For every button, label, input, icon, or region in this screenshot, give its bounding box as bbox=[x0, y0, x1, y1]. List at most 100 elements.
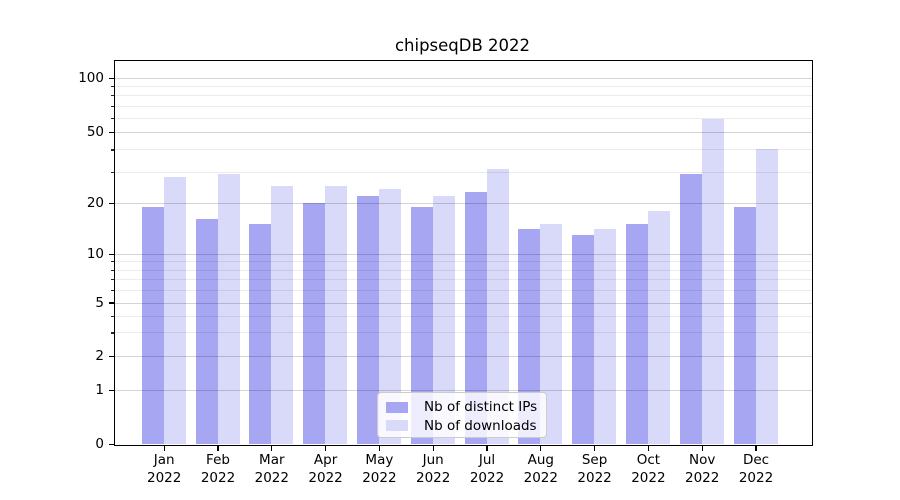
x-tick-label-jun: Jun 2022 bbox=[416, 452, 451, 486]
x-tick-mark-feb bbox=[217, 446, 219, 451]
legend: Nb of distinct IPs Nb of downloads bbox=[377, 392, 547, 438]
gridline-major-1 bbox=[115, 390, 812, 392]
gridline-minor-90 bbox=[115, 86, 812, 88]
x-tick-mark-dec bbox=[755, 446, 757, 451]
y-tick-mark-2 bbox=[109, 356, 114, 358]
y-tick-label-1: 1 bbox=[95, 382, 104, 399]
x-tick-mark-oct bbox=[647, 446, 650, 451]
y-tick-label-10: 10 bbox=[86, 246, 104, 262]
gridline-minor-40 bbox=[115, 149, 812, 151]
y-tick-mark-minor-80 bbox=[111, 95, 114, 97]
bar-downloads-apr bbox=[325, 185, 348, 444]
bar-distinct-ips-aug bbox=[518, 229, 541, 444]
gridline-major-2 bbox=[115, 356, 812, 358]
y-tick-mark-1 bbox=[109, 390, 114, 392]
bar-downloads-dec bbox=[755, 149, 778, 444]
y-tick-mark-5 bbox=[109, 302, 114, 304]
y-tick-mark-minor-6 bbox=[111, 289, 114, 291]
x-tick-label-nov: Nov 2022 bbox=[685, 452, 720, 486]
gridline-minor-60 bbox=[115, 117, 812, 119]
y-tick-mark-50 bbox=[109, 132, 114, 134]
y-tick-mark-20 bbox=[109, 202, 114, 205]
gridline-minor-30 bbox=[115, 171, 812, 173]
bar-distinct-ips-mar bbox=[249, 224, 272, 444]
chart-title: chipseqDB 2022 bbox=[394, 36, 531, 55]
gridline-minor-3 bbox=[115, 332, 812, 334]
bar-distinct-ips-oct bbox=[625, 224, 648, 444]
y-tick-label-50: 50 bbox=[86, 124, 104, 141]
legend-row-distinct-ips: Nb of distinct IPs bbox=[386, 398, 546, 417]
x-tick-label-sep: Sep 2022 bbox=[577, 452, 612, 486]
x-tick-label-apr: Apr 2022 bbox=[308, 452, 343, 486]
x-tick-label-aug: Aug 2022 bbox=[523, 452, 558, 486]
x-tick-mark-jun bbox=[432, 446, 434, 451]
y-tick-mark-minor-3 bbox=[111, 332, 114, 334]
gridline-minor-9 bbox=[115, 261, 812, 263]
gridline-major-10 bbox=[115, 254, 812, 256]
gridline-major-50 bbox=[115, 132, 812, 134]
x-tick-mark-apr bbox=[324, 446, 327, 451]
bar-downloads-feb bbox=[217, 174, 240, 444]
y-tick-label-2: 2 bbox=[95, 348, 104, 365]
y-tick-label-20: 20 bbox=[86, 195, 104, 211]
x-tick-mark-jan bbox=[163, 446, 165, 451]
y-tick-label-0: 0 bbox=[95, 436, 104, 452]
bar-distinct-ips-jan bbox=[141, 206, 164, 444]
bar-distinct-ips-jul bbox=[464, 192, 487, 444]
bar-downloads-mar bbox=[271, 185, 294, 444]
gridline-minor-6 bbox=[115, 289, 812, 291]
x-tick-label-may: May 2022 bbox=[362, 452, 397, 486]
bar-downloads-oct bbox=[647, 210, 670, 444]
y-tick-mark-minor-7 bbox=[111, 278, 114, 281]
gridline-minor-4 bbox=[115, 315, 812, 317]
y-tick-mark-minor-70 bbox=[111, 105, 114, 107]
legend-swatch-distinct-ips bbox=[386, 401, 408, 413]
gridline-minor-80 bbox=[115, 95, 812, 97]
bar-distinct-ips-apr bbox=[303, 203, 326, 444]
gridline-major-100 bbox=[115, 77, 812, 80]
x-tick-label-feb: Feb 2022 bbox=[200, 452, 236, 486]
x-tick-mark-nov bbox=[701, 446, 703, 451]
y-tick-mark-minor-40 bbox=[111, 149, 114, 151]
y-tick-mark-minor-90 bbox=[111, 86, 114, 88]
y-tick-mark-0 bbox=[109, 443, 114, 446]
y-tick-mark-10 bbox=[109, 253, 114, 256]
y-tick-mark-minor-30 bbox=[111, 171, 114, 173]
bar-distinct-ips-sep bbox=[572, 234, 595, 444]
x-tick-mark-sep bbox=[593, 446, 596, 451]
legend-row-downloads: Nb of downloads bbox=[386, 417, 546, 436]
legend-label-downloads: Nb of downloads bbox=[424, 417, 537, 434]
bar-downloads-jan bbox=[163, 177, 186, 444]
x-tick-label-mar: Mar 2022 bbox=[254, 452, 289, 486]
x-tick-mark-jul bbox=[486, 446, 488, 451]
legend-label-distinct-ips: Nb of distinct IPs bbox=[424, 399, 538, 416]
gridline-minor-70 bbox=[115, 105, 812, 107]
legend-swatch-downloads bbox=[386, 420, 408, 432]
x-tick-label-dec: Dec 2022 bbox=[738, 452, 774, 486]
bar-distinct-ips-dec bbox=[733, 206, 756, 444]
bar-downloads-aug bbox=[540, 224, 563, 444]
bar-downloads-jul bbox=[486, 169, 509, 444]
y-tick-mark-100 bbox=[109, 77, 114, 79]
gridline-major-20 bbox=[115, 203, 812, 205]
gridline-minor-7 bbox=[115, 278, 812, 280]
x-tick-mark-mar bbox=[271, 446, 273, 451]
y-tick-label-100: 100 bbox=[78, 69, 104, 86]
bar-distinct-ips-feb bbox=[195, 219, 218, 444]
x-tick-mark-aug bbox=[540, 446, 542, 451]
gridline-major-5 bbox=[115, 302, 812, 304]
x-tick-label-jan: Jan 2022 bbox=[147, 452, 182, 486]
bar-distinct-ips-nov bbox=[679, 174, 702, 444]
bar-downloads-jun bbox=[432, 195, 455, 444]
y-tick-mark-minor-4 bbox=[111, 315, 114, 317]
bar-downloads-sep bbox=[594, 229, 617, 444]
bar-downloads-nov bbox=[701, 119, 724, 444]
plot-area bbox=[114, 60, 813, 446]
x-tick-label-oct: Oct 2022 bbox=[631, 452, 666, 486]
x-tick-mark-may bbox=[378, 446, 381, 451]
y-tick-mark-minor-60 bbox=[111, 117, 114, 119]
y-tick-mark-minor-9 bbox=[111, 261, 114, 263]
y-tick-mark-minor-8 bbox=[111, 269, 114, 271]
bar-distinct-ips-may bbox=[356, 195, 379, 444]
